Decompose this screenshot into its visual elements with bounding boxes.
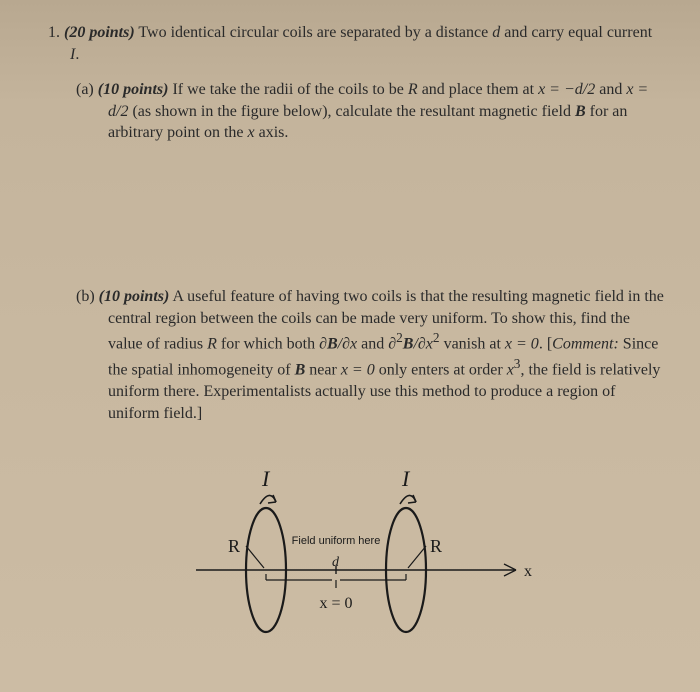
pb-d2sup: 2 [396, 330, 403, 345]
pb-comment2: near [305, 361, 341, 378]
part-a-label: (a) [76, 81, 94, 98]
pb-d2c: /∂x [413, 335, 432, 352]
pb-R: R [207, 335, 217, 352]
pa-eq1: x = −d/2 [538, 81, 595, 98]
problem-stem1: Two identical circular coils are separat… [138, 24, 492, 41]
pb-comment-label: Comment: [552, 335, 619, 352]
pa-t2: and place them at [418, 81, 538, 98]
pb-B2: B [295, 361, 306, 378]
pb-t2: for which both [217, 335, 319, 352]
figure-wrap: xIIRRField uniform heredx = 0 [48, 440, 664, 650]
pb-comment3: only enters at order [375, 361, 507, 378]
problem-period: . [75, 46, 79, 63]
svg-text:I: I [261, 466, 271, 491]
pb-d1a: ∂ [319, 335, 327, 352]
svg-text:R: R [228, 536, 240, 556]
part-b: (b) (10 points) A useful feature of havi… [76, 286, 664, 424]
problem-stem2: and carry equal current [500, 24, 652, 41]
pb-eq2: x = 0 [341, 361, 375, 378]
svg-text:Field uniform here: Field uniform here [292, 535, 381, 547]
pb-d2a: ∂ [388, 335, 396, 352]
part-b-points: (10 points) [99, 288, 170, 305]
svg-text:I: I [401, 466, 411, 491]
pb-d1B: B [327, 335, 338, 352]
part-b-label: (b) [76, 288, 95, 305]
pb-eq: x = 0 [505, 335, 539, 352]
pb-d2sup2: 2 [433, 330, 440, 345]
problem-points: (20 points) [64, 24, 135, 41]
part-a-points: (10 points) [98, 81, 169, 98]
part-a: (a) (10 points) If we take the radii of … [76, 79, 664, 144]
pa-t6: axis. [255, 124, 289, 141]
svg-text:R: R [430, 536, 442, 556]
problem-statement: 1. (20 points) Two identical circular co… [70, 22, 664, 65]
pa-t4: (as shown in the figure below), calculat… [128, 103, 575, 120]
pa-t1: If we take the radii of the coils to be [168, 81, 407, 98]
pb-d2B: B [403, 335, 414, 352]
helmholtz-figure: xIIRRField uniform heredx = 0 [166, 440, 546, 650]
pb-and: and [357, 335, 388, 352]
pb-d1c: /∂x [338, 335, 357, 352]
page: 1. (20 points) Two identical circular co… [0, 0, 700, 650]
svg-text:x = 0: x = 0 [319, 595, 352, 612]
pb-t4: . [ [539, 335, 552, 352]
pb-x3a: x [507, 361, 514, 378]
blank-space [48, 160, 664, 286]
pa-x: x [248, 124, 255, 141]
problem-number: 1. [48, 24, 60, 41]
pa-R: R [408, 81, 418, 98]
pa-t3: and [595, 81, 626, 98]
svg-text:x: x [524, 563, 532, 580]
pb-t3: vanish at [440, 335, 505, 352]
pa-B: B [575, 103, 586, 120]
